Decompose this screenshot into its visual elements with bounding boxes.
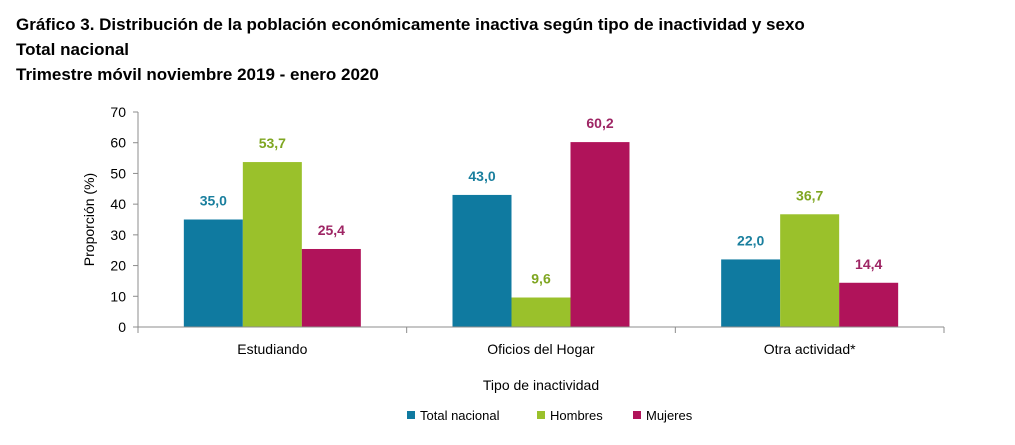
legend-hombres-swatch [537, 411, 545, 419]
legend-mujeres-label: Mujeres [646, 408, 693, 423]
legend-total-nacional-swatch [407, 411, 415, 419]
data-label: 60,2 [586, 115, 613, 131]
data-label: 36,7 [796, 187, 823, 203]
bar-total-nacional [183, 219, 243, 327]
y-tick-label: 10 [110, 288, 126, 304]
chart-subtitle-period: Trimestre móvil noviembre 2019 - enero 2… [16, 65, 379, 84]
data-label: 9,6 [531, 271, 551, 287]
x-category-label: Otra actividad* [764, 341, 856, 357]
bar-hombres [242, 162, 302, 327]
x-category-label: Estudiando [237, 341, 307, 357]
bar-total-nacional [721, 259, 781, 327]
chart-title-block: Gráfico 3. Distribución de la población … [16, 12, 805, 87]
bar-total-nacional [452, 194, 512, 327]
legend-mujeres-swatch [633, 411, 641, 419]
bar-mujeres [301, 248, 361, 327]
y-tick-label: 40 [110, 196, 126, 212]
chart-subtitle-scope: Total nacional [16, 40, 130, 59]
data-label: 43,0 [468, 168, 495, 184]
legend-total-nacional-label: Total nacional [420, 408, 500, 423]
data-label: 35,0 [200, 193, 227, 209]
chart-title: Gráfico 3. Distribución de la población … [16, 15, 805, 34]
y-tick-label: 50 [110, 165, 126, 181]
y-tick-label: 60 [110, 135, 126, 151]
data-label: 53,7 [259, 135, 286, 151]
y-tick-label: 20 [110, 258, 126, 274]
x-category-label: Oficios del Hogar [487, 341, 595, 357]
y-tick-label: 0 [118, 319, 126, 335]
bar-hombres [511, 297, 571, 327]
legend-hombres-label: Hombres [550, 408, 603, 423]
x-axis-title: Tipo de inactividad [483, 377, 599, 393]
bar-mujeres [570, 142, 630, 327]
y-axis-title: Proporción (%) [81, 173, 97, 266]
data-label: 22,0 [737, 232, 764, 248]
bar-mujeres [839, 282, 899, 327]
data-label: 14,4 [855, 256, 882, 272]
bar-hombres [780, 214, 840, 327]
y-tick-label: 70 [110, 104, 126, 120]
data-label: 25,4 [318, 222, 345, 238]
y-tick-label: 30 [110, 227, 126, 243]
